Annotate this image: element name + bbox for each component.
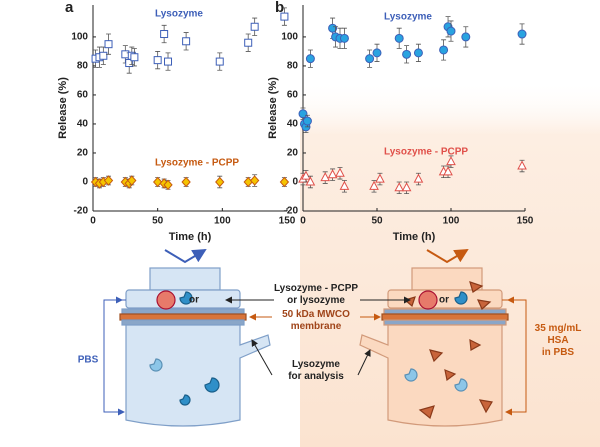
x-tick-label: 0 [300, 216, 306, 227]
point [243, 176, 253, 188]
y-tick-label: 40 [287, 119, 299, 130]
point [335, 167, 345, 177]
x-tick-label: 150 [517, 216, 534, 227]
outlet-label: Lysozyme for analysis [288, 359, 344, 382]
point [413, 48, 423, 58]
point [302, 116, 312, 126]
y-tick-label: 100 [71, 32, 88, 43]
series-label: Lysozyme [384, 12, 432, 23]
point [249, 175, 260, 186]
y-axis-label: Release (%) [57, 77, 69, 139]
x-tick-label: 100 [443, 216, 460, 227]
point [301, 170, 311, 180]
or-label: or [189, 295, 199, 306]
or-label: or [439, 295, 449, 306]
point [130, 53, 139, 62]
x-axis-label: Time (h) [169, 231, 212, 243]
point [327, 169, 338, 179]
point [99, 51, 108, 60]
point [461, 32, 471, 42]
point [372, 48, 382, 58]
y-tick-label: 20 [77, 148, 89, 159]
inlet-label: Lysozyme - PCPP or lysozyme [274, 283, 358, 306]
y-tick-label: -20 [74, 206, 89, 217]
point [279, 176, 290, 188]
point [443, 166, 453, 176]
right-vessel [359, 248, 509, 427]
point [517, 29, 527, 39]
series-label: Lysozyme - PCPP [384, 147, 468, 158]
point [280, 12, 289, 21]
point [215, 176, 225, 188]
point [446, 26, 456, 36]
y-tick-label: 20 [287, 148, 299, 159]
point [305, 176, 316, 186]
point [375, 173, 385, 183]
point [153, 56, 162, 65]
y-tick-label: 60 [77, 90, 89, 101]
point [250, 22, 259, 31]
point [160, 30, 169, 39]
point [127, 175, 137, 186]
left-vessel [119, 248, 271, 427]
point [365, 54, 375, 64]
y-tick-label: -20 [284, 206, 299, 217]
point [328, 23, 338, 33]
y-tick-label: 0 [292, 177, 298, 188]
x-tick-label: 100 [214, 216, 231, 227]
point [320, 172, 331, 182]
point [103, 175, 114, 186]
point [446, 156, 456, 166]
point [517, 160, 527, 170]
point [402, 49, 412, 59]
x-tick-label: 50 [152, 216, 164, 227]
x-axis-label: Time (h) [393, 231, 436, 243]
point [401, 182, 412, 192]
series-label: Lysozyme [155, 9, 203, 20]
point [394, 33, 404, 43]
point [181, 176, 191, 188]
y-tick-label: 80 [287, 61, 299, 72]
membrane-label: 50 kDa MWCO membrane [282, 309, 350, 332]
point [152, 176, 163, 188]
point [439, 45, 449, 55]
point [369, 180, 379, 190]
y-tick-label: 100 [281, 32, 298, 43]
y-tick-label: 60 [287, 90, 299, 101]
arrows [103, 296, 527, 416]
point [244, 38, 253, 47]
left-medium: PBS [78, 355, 99, 366]
point [339, 33, 349, 43]
x-tick-label: 0 [90, 216, 96, 227]
point [298, 109, 308, 119]
right-medium: 35 mg/mL HSA in PBS [535, 323, 582, 358]
point [413, 173, 424, 183]
panel-label: b [275, 0, 284, 16]
point [104, 40, 113, 49]
y-tick-label: 0 [82, 177, 88, 188]
panel-label: a [65, 0, 74, 16]
point [215, 57, 224, 66]
y-tick-label: 40 [77, 119, 89, 130]
point [163, 179, 173, 191]
y-axis-label: Release (%) [267, 77, 279, 139]
point [339, 180, 350, 190]
point [394, 182, 405, 192]
x-tick-label: 50 [371, 216, 383, 227]
point [121, 50, 130, 59]
point [164, 57, 173, 66]
y-tick-label: 80 [77, 61, 89, 72]
x-tick-label: 150 [279, 216, 296, 227]
series-label: Lysozyme - PCPP [155, 158, 239, 169]
point [182, 37, 191, 46]
point [305, 54, 315, 64]
